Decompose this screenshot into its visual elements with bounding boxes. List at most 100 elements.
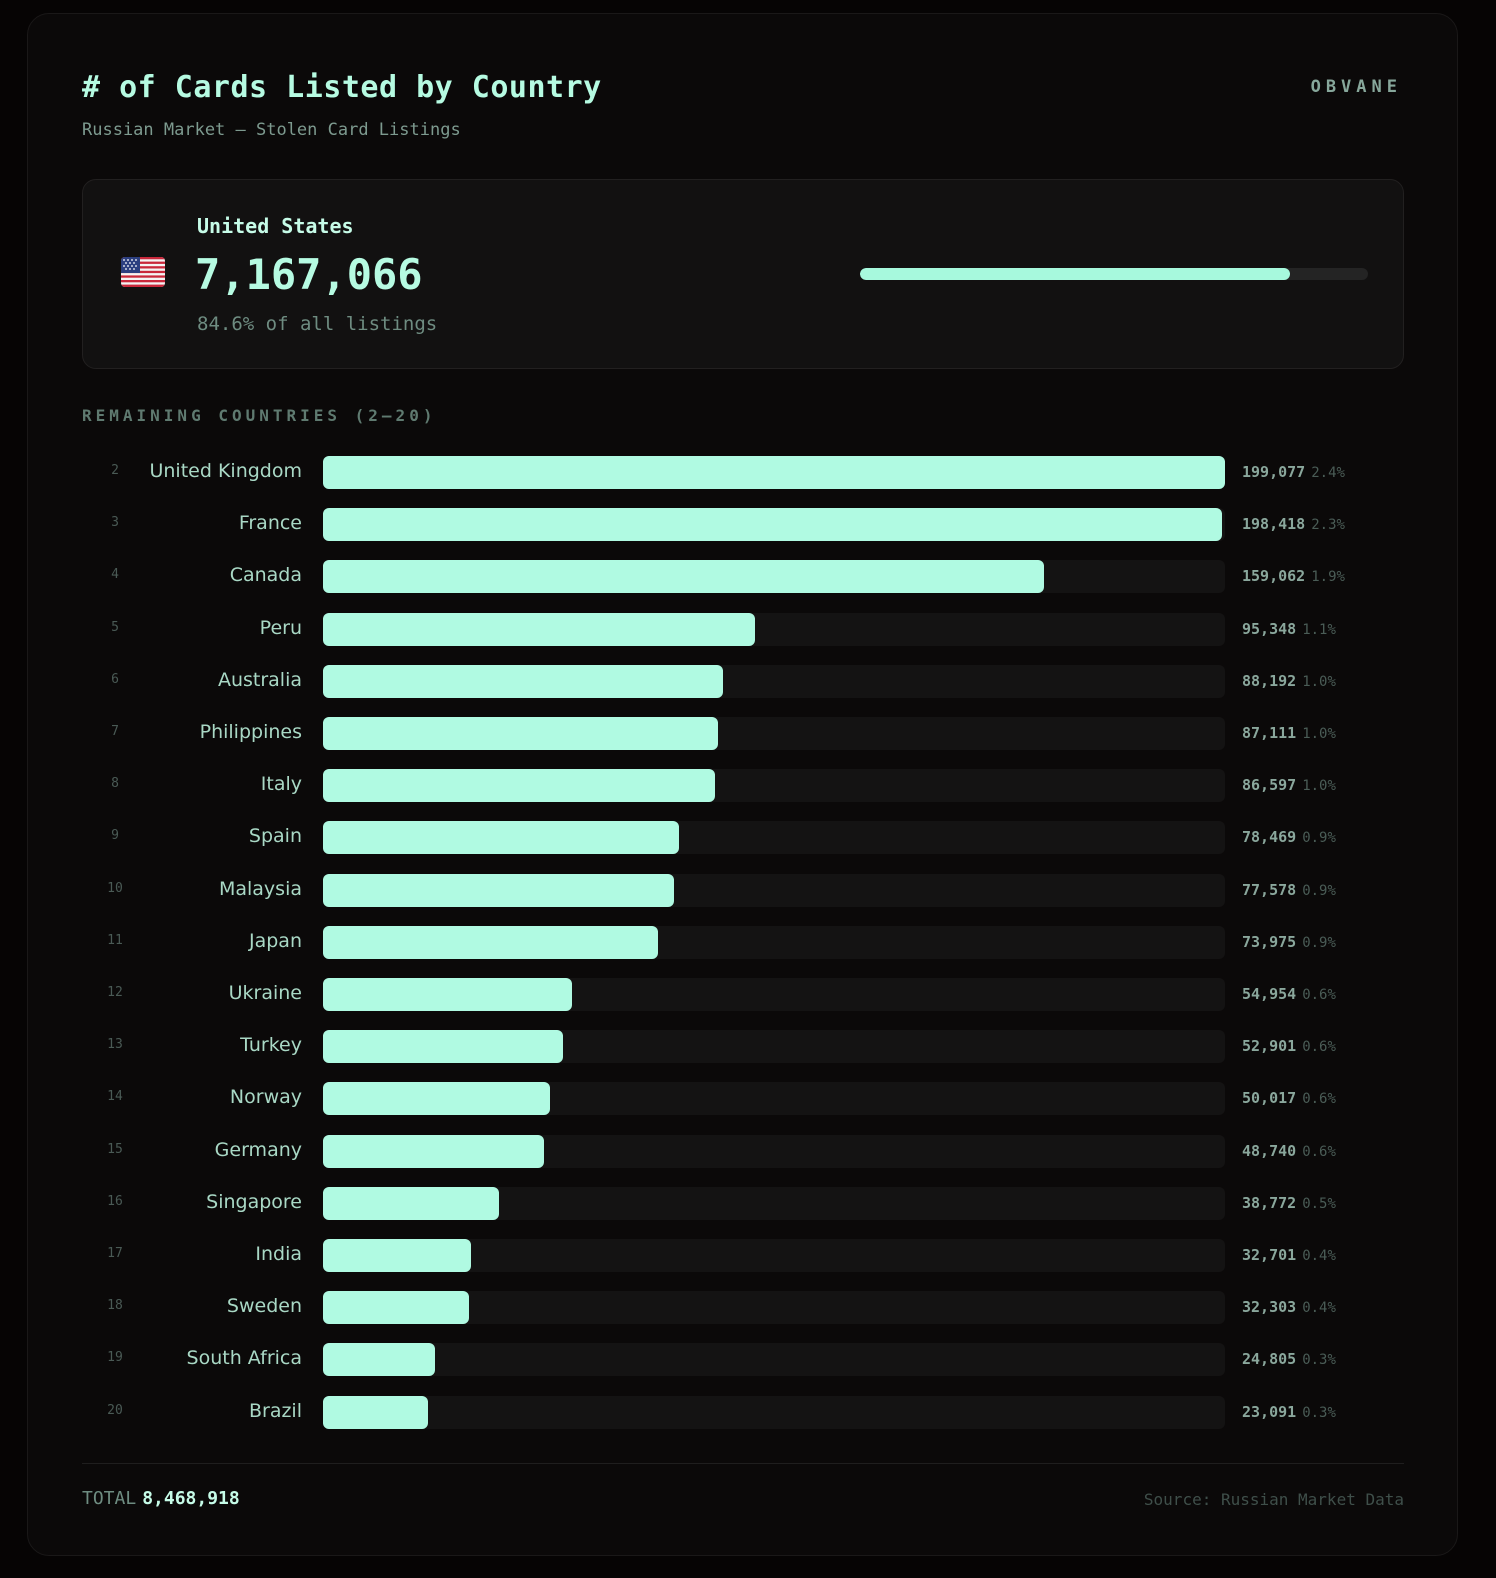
bar bbox=[323, 769, 715, 803]
country-label: India bbox=[255, 1243, 302, 1265]
value-label: 86,597 bbox=[1242, 776, 1297, 795]
value-label-group: 38,772 0.5% bbox=[1242, 1194, 1336, 1212]
bar bbox=[323, 1030, 563, 1064]
value-label-group: 77,578 0.9% bbox=[1242, 881, 1336, 899]
country-label: Ukraine bbox=[228, 982, 302, 1004]
value-label-group: 24,805 0.3% bbox=[1242, 1350, 1336, 1368]
country-label: Australia bbox=[217, 668, 302, 691]
bar bbox=[323, 1291, 469, 1325]
country-label: Canada bbox=[229, 564, 302, 587]
value-label-group: 199,077 2.4% bbox=[1242, 463, 1345, 481]
bar-track bbox=[323, 1082, 1225, 1116]
bar bbox=[323, 1239, 471, 1272]
bar-track bbox=[323, 1239, 1225, 1272]
total-summary: TOTAL 8,468,918 bbox=[82, 1488, 240, 1509]
percent-label: 0.9% bbox=[1302, 830, 1336, 847]
value-label: 87,111 bbox=[1242, 724, 1297, 742]
bar-track bbox=[323, 560, 1225, 594]
country-label: Italy bbox=[260, 773, 302, 796]
country-label: Singapore bbox=[206, 1190, 302, 1213]
value-label: 24,805 bbox=[1242, 1350, 1297, 1369]
bar-row: 6 Australia 88,192 1.0% bbox=[0, 664, 1496, 698]
country-label: Philippines bbox=[199, 721, 302, 743]
featured-country-name: United States bbox=[197, 214, 354, 238]
rank-label: 4 bbox=[111, 567, 119, 583]
bar-track bbox=[323, 1291, 1225, 1325]
value-label: 199,077 bbox=[1242, 463, 1306, 481]
bar bbox=[323, 560, 1044, 594]
rank-label: 15 bbox=[107, 1141, 123, 1157]
rank-label: 2 bbox=[111, 463, 119, 478]
value-label-group: 198,418 2.3% bbox=[1242, 515, 1345, 533]
value-label-group: 54,954 0.6% bbox=[1242, 985, 1336, 1003]
percent-label: 0.9% bbox=[1302, 882, 1336, 899]
bar bbox=[323, 1343, 435, 1377]
country-label: Germany bbox=[214, 1138, 302, 1161]
country-label: France bbox=[238, 512, 302, 535]
bar-track bbox=[323, 978, 1225, 1011]
value-label-group: 159,062 1.9% bbox=[1242, 567, 1345, 585]
bar bbox=[323, 978, 572, 1011]
rank-label: 8 bbox=[111, 776, 119, 792]
bar-row: 15 Germany 48,740 0.6% bbox=[0, 1134, 1496, 1168]
bar-row: 20 Brazil 23,091 0.3% bbox=[0, 1395, 1496, 1429]
chart-subtitle: Russian Market — Stolen Card Listings bbox=[82, 120, 461, 140]
bar-track bbox=[323, 873, 1225, 907]
value-label-group: 32,701 0.4% bbox=[1242, 1246, 1336, 1264]
rank-label: 3 bbox=[111, 515, 119, 531]
rank-label: 12 bbox=[107, 985, 123, 1000]
bar-row: 19 South Africa 24,805 0.3% bbox=[0, 1342, 1496, 1377]
percent-label: 0.6% bbox=[1302, 987, 1336, 1003]
value-label-group: 32,303 0.4% bbox=[1242, 1298, 1336, 1316]
total-value: 8,468,918 bbox=[142, 1488, 240, 1509]
bar-row: 17 India 32,701 0.4% bbox=[0, 1238, 1496, 1272]
value-label-group: 87,111 1.0% bbox=[1242, 724, 1336, 742]
source-note: Source: Russian Market Data bbox=[1143, 1490, 1404, 1509]
featured-progress-fill bbox=[860, 268, 1290, 280]
bar-row: 16 Singapore 38,772 0.5% bbox=[0, 1186, 1496, 1220]
value-label: 48,740 bbox=[1242, 1141, 1297, 1160]
bar-track bbox=[323, 1030, 1225, 1064]
bar bbox=[323, 717, 718, 750]
total-label: TOTAL bbox=[82, 1488, 137, 1509]
percent-label: 0.6% bbox=[1302, 1039, 1336, 1056]
bar bbox=[323, 1082, 550, 1116]
rank-label: 11 bbox=[107, 932, 123, 948]
bar-track bbox=[323, 1134, 1225, 1168]
value-label-group: 50,017 0.6% bbox=[1242, 1089, 1336, 1107]
percent-label: 0.3% bbox=[1302, 1404, 1336, 1421]
featured-country-panel: United States 7,167,066 84.6% of all lis… bbox=[82, 179, 1404, 369]
country-label: Brazil bbox=[248, 1399, 302, 1422]
bar bbox=[323, 664, 723, 698]
rank-label: 7 bbox=[111, 724, 119, 739]
value-label: 198,418 bbox=[1242, 515, 1306, 534]
rank-label: 10 bbox=[107, 880, 123, 896]
bar-track bbox=[323, 769, 1225, 803]
percent-label: 1.0% bbox=[1302, 778, 1336, 795]
value-label: 95,348 bbox=[1242, 619, 1297, 638]
percent-label: 0.4% bbox=[1302, 1248, 1336, 1264]
value-label: 77,578 bbox=[1242, 880, 1297, 899]
bar-row: 9 Spain 78,469 0.9% bbox=[0, 820, 1496, 855]
rank-label: 18 bbox=[107, 1298, 123, 1314]
bar-row: 10 Malaysia 77,578 0.9% bbox=[0, 873, 1496, 907]
bar-track bbox=[323, 821, 1225, 855]
bar bbox=[323, 508, 1222, 542]
rank-label: 9 bbox=[111, 828, 119, 844]
section-label: REMAINING COUNTRIES (2–20) bbox=[82, 406, 437, 425]
featured-country-share: 84.6% of all listings bbox=[197, 313, 438, 335]
value-label-group: 78,469 0.9% bbox=[1242, 828, 1336, 846]
country-label: Spain bbox=[248, 825, 302, 848]
featured-progress-track bbox=[860, 268, 1368, 280]
value-label: 78,469 bbox=[1242, 828, 1297, 847]
value-label: 32,303 bbox=[1242, 1298, 1297, 1317]
country-label: South Africa bbox=[186, 1347, 302, 1370]
bar-row: 8 Italy 86,597 1.0% bbox=[0, 768, 1496, 803]
rank-label: 6 bbox=[111, 671, 119, 687]
country-label: Peru bbox=[259, 616, 302, 639]
value-label: 32,701 bbox=[1242, 1246, 1297, 1264]
bar-track bbox=[323, 925, 1225, 959]
bar-row: 3 France 198,418 2.3% bbox=[0, 507, 1496, 542]
country-label: United Kingdom bbox=[149, 460, 302, 482]
